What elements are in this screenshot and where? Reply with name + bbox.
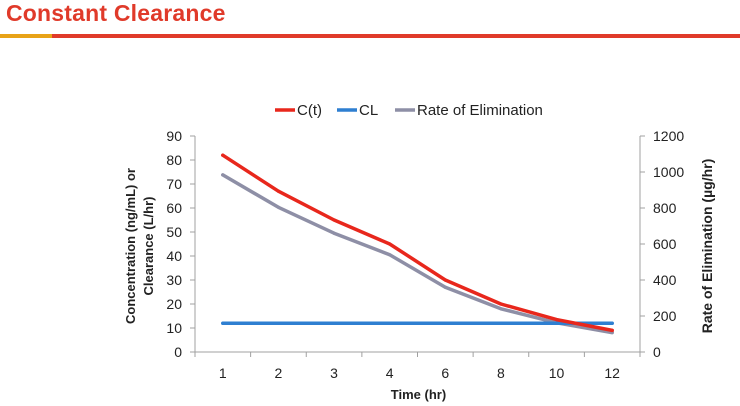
- y-right-tick-label: 200: [653, 308, 677, 324]
- x-tick-label: 3: [330, 365, 338, 381]
- x-tick-label: 6: [441, 365, 449, 381]
- data-point-cl: [443, 321, 447, 325]
- title-underline: [52, 34, 740, 38]
- title-underline-accent: [0, 34, 52, 38]
- y-left-tick-label: 60: [166, 200, 182, 216]
- data-point-rate-of-elimination: [221, 173, 225, 177]
- legend-label: Rate of Elimination: [417, 102, 543, 119]
- x-tick-label: 2: [275, 365, 283, 381]
- data-point-c-t: [221, 153, 225, 157]
- y-right-tick-label: 1200: [653, 128, 684, 144]
- y-right-tick-label: 600: [653, 236, 677, 252]
- data-point-rate-of-elimination: [276, 205, 281, 209]
- y-right-tick-label: 400: [653, 272, 677, 288]
- y-right-tick-label: 800: [653, 200, 677, 216]
- legend-label: CL: [359, 102, 378, 119]
- data-point-rate-of-elimination: [499, 307, 503, 311]
- data-point-cl: [332, 321, 336, 325]
- y-left-tick-label: 40: [166, 248, 182, 264]
- chart-legend: C(t) CL Rate of Elimination: [275, 102, 543, 119]
- y-right-tick-label: 0: [653, 344, 661, 360]
- slide-title: Constant Clearance: [6, 0, 226, 26]
- data-point-c-t: [276, 189, 281, 193]
- data-point-rate-of-elimination: [443, 285, 447, 289]
- data-point-rate-of-elimination: [332, 231, 336, 235]
- y-axis-left-title: Concentration (ng/mL) or Clearance (L/hr): [123, 168, 156, 324]
- data-point-cl: [221, 321, 225, 325]
- x-tick-label: 8: [497, 365, 505, 381]
- data-point-cl: [610, 321, 614, 325]
- x-tick-label: 1: [219, 365, 227, 381]
- data-point-cl: [388, 321, 392, 325]
- y-left-tick-label: 30: [166, 272, 182, 288]
- data-point-rate-of-elimination: [388, 253, 392, 257]
- data-point-cl: [499, 321, 503, 325]
- y-left-tick-label: 50: [166, 224, 182, 240]
- series-line-c-t: [221, 153, 614, 333]
- data-point-cl: [554, 321, 559, 325]
- y-right-tick-label: 1000: [653, 164, 684, 180]
- legend-label: C(t): [297, 102, 322, 119]
- chart-axes: 0 10 20 30 40 50 60 70 80 90 0 200 400 600 800 1000 1200…: [123, 128, 715, 402]
- x-tick-label: 12: [604, 365, 620, 381]
- data-point-c-t: [610, 328, 614, 332]
- x-axis-title: Time (hr): [391, 387, 446, 402]
- data-point-cl: [276, 321, 281, 325]
- y-left-tick-label: 10: [166, 320, 182, 336]
- data-point-c-t: [332, 218, 336, 222]
- series-line-rate-of-elimination: [221, 173, 614, 335]
- data-point-c-t: [554, 318, 559, 322]
- y-left-tick-label: 80: [166, 152, 182, 168]
- data-point-c-t: [499, 302, 503, 306]
- y-left-tick-label: 70: [166, 176, 182, 192]
- y-axis-right-title: Rate of Elimination (µg/hr): [699, 159, 715, 334]
- x-tick-label: 10: [549, 365, 565, 381]
- x-tick-label: 4: [386, 365, 394, 381]
- y-left-tick-label: 90: [166, 128, 182, 144]
- data-point-c-t: [388, 242, 392, 246]
- chart-series: [221, 153, 614, 335]
- y-left-tick-label: 0: [174, 344, 182, 360]
- y-left-tick-label: 20: [166, 296, 182, 312]
- data-point-c-t: [443, 278, 447, 282]
